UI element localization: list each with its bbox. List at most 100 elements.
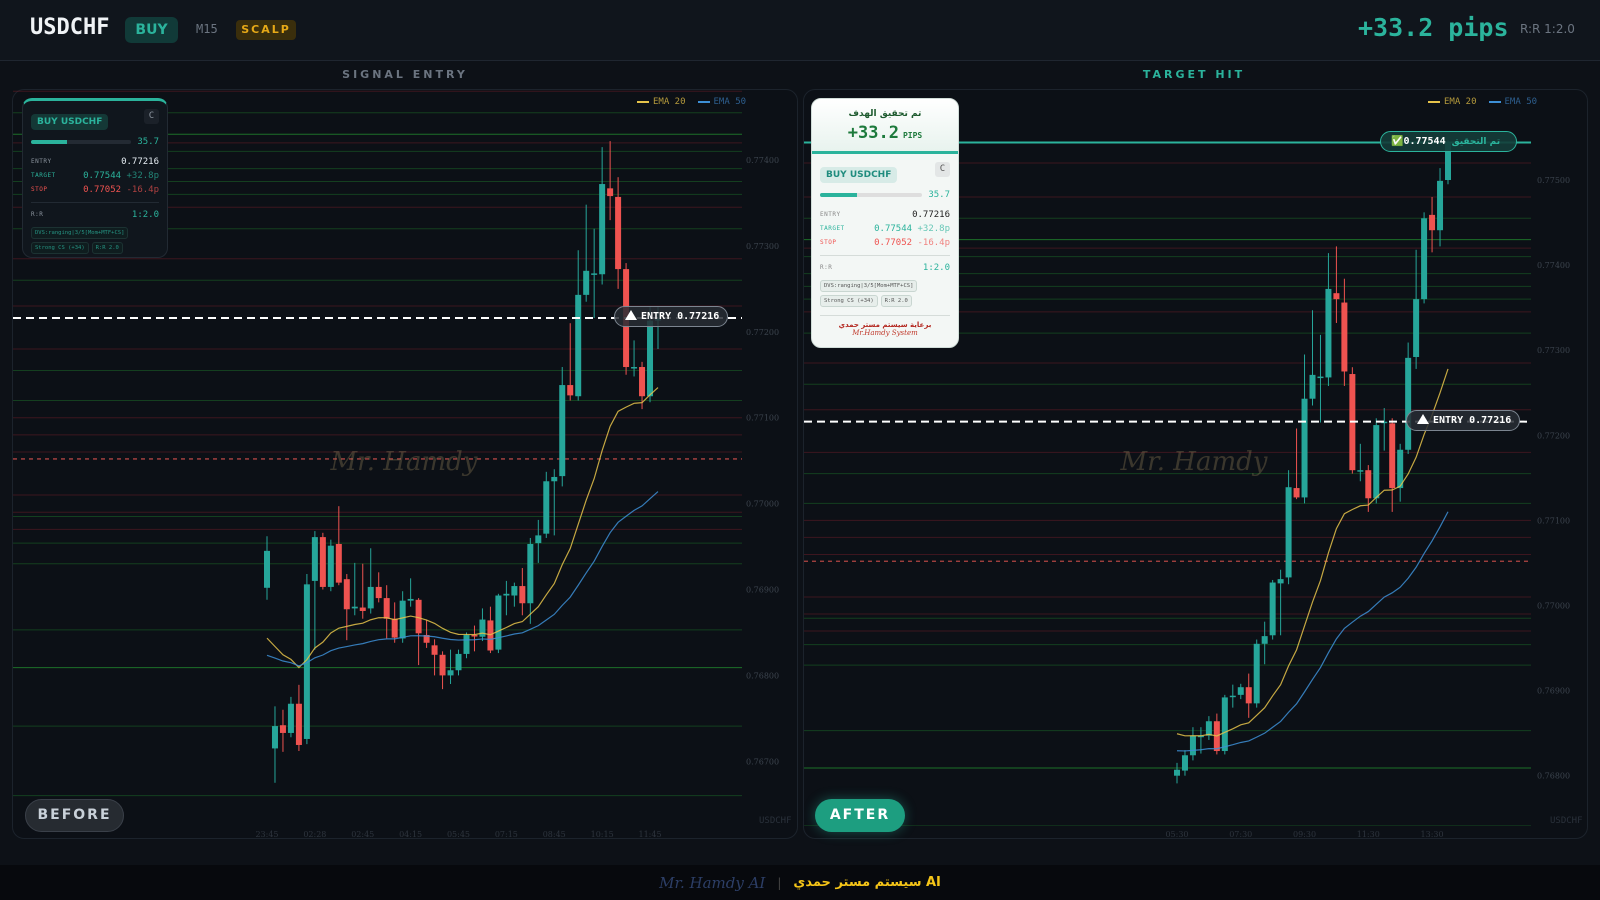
before-button[interactable]: BEFORE xyxy=(25,799,124,832)
bull-candle xyxy=(631,367,638,369)
footer: Mr. Hamdy AI | AI سيستم مستر حمدي xyxy=(0,865,1600,900)
bull-candle xyxy=(1381,421,1388,424)
bull-candle xyxy=(1253,643,1260,704)
ema-legend: EMA 20 EMA 50 xyxy=(1428,97,1537,107)
target-value: 0.77544 xyxy=(874,224,913,234)
bear-candle xyxy=(1341,302,1348,372)
signal-card: BUY USDCHF C 35.7 ENTRY 0.77216 TARGET 0.7… xyxy=(22,98,168,258)
stop-pips: -16.4p xyxy=(126,185,159,195)
entry-label: ENTRY xyxy=(820,211,841,218)
score-bar xyxy=(820,193,923,197)
bull-candle xyxy=(1309,374,1316,399)
symbol-watermark: USDCHF xyxy=(1550,816,1583,826)
y-tick-label: 0.77200 xyxy=(1537,431,1570,440)
y-tick-label: 0.77100 xyxy=(746,414,779,423)
bear-candle xyxy=(423,635,430,643)
bull-candle xyxy=(1285,487,1292,578)
bull-candle xyxy=(1437,180,1444,231)
bear-candle xyxy=(359,607,366,611)
side-badge: BUY xyxy=(125,17,178,43)
bear-candle xyxy=(519,586,526,604)
panel-title-before: SIGNAL ENTRY xyxy=(342,68,468,81)
bear-candle xyxy=(383,598,390,619)
bear-candle xyxy=(487,620,494,651)
y-tick-label: 0.76900 xyxy=(1537,687,1570,696)
ema20-swatch-icon xyxy=(1428,100,1440,103)
ema20-line xyxy=(266,387,659,669)
bear-candle xyxy=(639,367,646,397)
check-icon: ✅ xyxy=(1391,136,1404,147)
tag: R:R 2.0 xyxy=(91,242,123,254)
x-tick-label: 11:45 xyxy=(638,830,661,839)
rr-label: R:R xyxy=(820,264,833,271)
bull-candle xyxy=(303,584,310,739)
rr-label: R:R xyxy=(31,211,44,218)
x-tick-label: 08:45 xyxy=(543,830,566,839)
signal-pill: BUY USDCHF xyxy=(31,114,109,130)
bear-candle xyxy=(1429,214,1436,231)
footer-signature: Mr. Hamdy AI xyxy=(659,873,766,892)
close-button[interactable]: C xyxy=(935,162,950,177)
rr-value: 1:2.0 xyxy=(922,263,950,273)
bull-candle xyxy=(1205,721,1212,736)
bear-candle xyxy=(335,543,342,583)
watermark-signature: Mr. Hamdy xyxy=(1120,447,1268,477)
bull-candle xyxy=(407,598,414,601)
signature-text: Mr.Hamdy System xyxy=(852,329,918,337)
footer-brand: AI سيستم مستر حمدي xyxy=(793,875,941,890)
stop-value: 0.77052 xyxy=(874,238,913,248)
bull-candle xyxy=(511,586,518,596)
stop-value: 0.77052 xyxy=(83,185,122,195)
score-value: 35.7 xyxy=(137,137,159,147)
target-hit-heading: تم تحقيق الهدف xyxy=(848,109,922,119)
x-tick-label: 09:30 xyxy=(1293,830,1316,839)
x-tick-label: 07:30 xyxy=(1229,830,1252,839)
bull-candle xyxy=(1197,735,1204,738)
bear-candle xyxy=(1389,423,1396,489)
bear-candle xyxy=(279,725,286,733)
bull-candle xyxy=(1317,376,1324,379)
stop-label: STOP xyxy=(820,239,837,246)
bull-candle xyxy=(559,385,566,477)
risk-reward: R:R 1:2.0 xyxy=(1520,22,1575,36)
bull-candle xyxy=(647,320,654,397)
bull-candle xyxy=(599,184,606,275)
tag: DVS:ranging|3/5[Mom+MTF+CS] xyxy=(31,227,129,239)
bear-candle xyxy=(343,579,350,610)
footer-separator: | xyxy=(777,875,782,890)
y-tick-label: 0.76800 xyxy=(746,671,779,680)
bull-candle xyxy=(1325,288,1332,378)
y-tick-label: 0.77500 xyxy=(1537,176,1570,185)
y-tick-label: 0.77300 xyxy=(746,242,779,251)
ema50-swatch-icon xyxy=(1488,100,1501,103)
target-label: TARGET xyxy=(820,225,845,232)
bull-candle xyxy=(271,726,278,749)
ema50-swatch-icon xyxy=(697,100,710,103)
target-marker: ✅ تم التحقيق 0.77544 xyxy=(1380,131,1518,152)
bear-candle xyxy=(567,385,574,396)
x-tick-label: 23:45 xyxy=(255,830,278,839)
x-tick-label: 02:45 xyxy=(351,830,374,839)
bull-candle xyxy=(543,481,550,534)
bull-candle xyxy=(591,273,598,275)
target-value: 0.77544 xyxy=(83,171,122,181)
y-tick-label: 0.77000 xyxy=(746,500,779,509)
bear-candle xyxy=(439,654,446,676)
bull-candle xyxy=(399,600,406,639)
stop-pips: -16.4p xyxy=(917,238,950,248)
bull-candle xyxy=(351,606,358,609)
close-button[interactable]: C xyxy=(144,109,159,124)
stop-label: STOP xyxy=(31,186,48,193)
bull-candle xyxy=(367,586,374,609)
result-pips-value: +33.2 xyxy=(847,123,899,143)
x-tick-label: 04:15 xyxy=(399,830,422,839)
bull-candle xyxy=(1269,582,1276,636)
entry-marker: ENTRY 0.77216 xyxy=(614,306,729,327)
ema20-swatch-icon xyxy=(637,100,649,103)
x-tick-label: 13:30 xyxy=(1421,830,1444,839)
watermark-signature: Mr. Hamdy xyxy=(330,447,478,477)
ema50-line xyxy=(266,491,659,667)
after-button[interactable]: AFTER xyxy=(815,799,905,832)
bull-candle xyxy=(535,535,542,544)
